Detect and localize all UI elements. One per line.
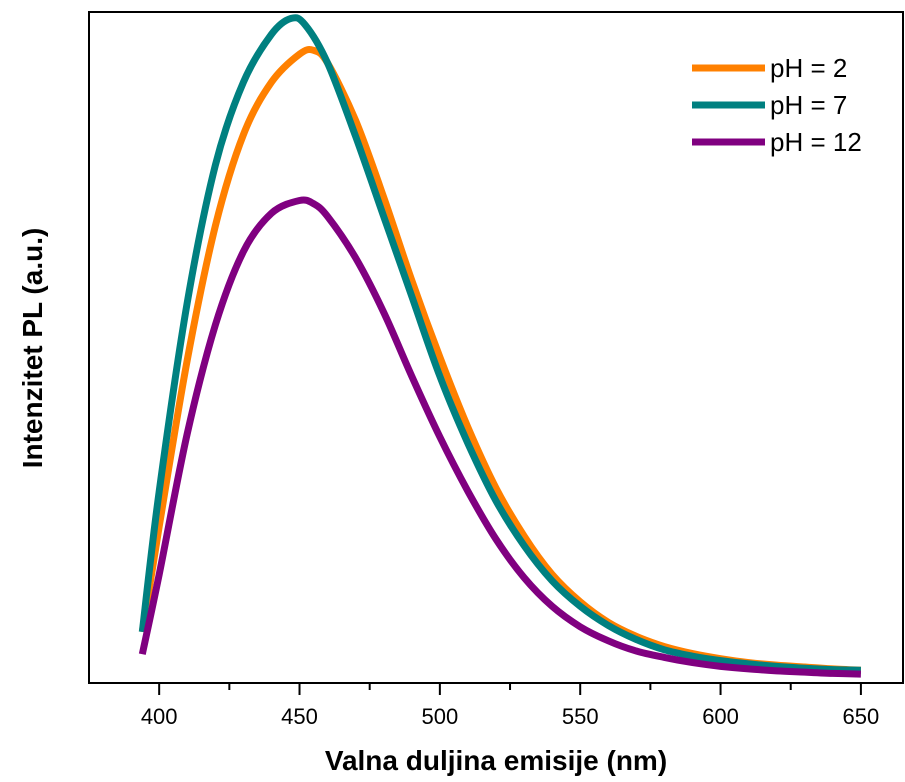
x-tick-label: 500: [422, 704, 459, 729]
x-tick-label: 550: [562, 704, 599, 729]
x-tick-label: 450: [281, 704, 318, 729]
series-layer: [138, 14, 862, 678]
x-axis-title: Valna duljina emisije (nm): [325, 745, 667, 776]
legend-label: pH = 7: [770, 90, 847, 120]
x-tick-label: 400: [141, 704, 178, 729]
series-line-3: [138, 196, 862, 678]
legend-label: pH = 12: [770, 127, 862, 157]
legend: pH = 2 pH = 7 pH = 12: [692, 53, 862, 157]
legend-label: pH = 2: [770, 53, 847, 83]
y-axis-title: Intenzitet PL (a.u.): [17, 228, 48, 469]
x-axis-ticks: 400 450 500 550 600 650: [141, 683, 879, 729]
series-line-2: [138, 14, 861, 674]
x-tick-label: 600: [702, 704, 739, 729]
x-tick-label: 650: [843, 704, 880, 729]
plot-frame: [88, 11, 904, 684]
